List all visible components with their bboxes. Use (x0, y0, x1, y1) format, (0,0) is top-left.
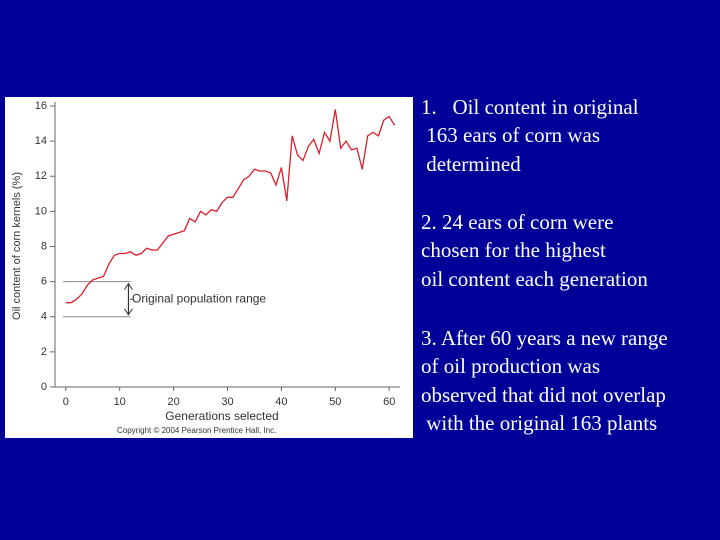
range-arrowheads (124, 282, 133, 316)
annotation-text: Original population range (132, 291, 266, 305)
chart-panel (5, 97, 413, 438)
x-tick-label: 60 (383, 396, 395, 408)
slide-text: determined (421, 152, 521, 176)
x-axis-label: Generations selected (165, 409, 278, 423)
y-tick-label: 8 (41, 240, 47, 252)
y-tick-label: 6 (41, 276, 47, 288)
slide-text: 163 ears of corn was (421, 123, 600, 147)
slide-text: chosen for the highest (421, 238, 606, 262)
x-tick-label: 0 (63, 396, 69, 408)
y-tick-label: 10 (35, 205, 47, 217)
x-tick-label: 20 (167, 396, 179, 408)
y-axis-label: Oil content of corn kernels (%) (11, 172, 23, 320)
slide-text: oil content each generation (421, 267, 648, 291)
x-tick-label: 30 (221, 396, 233, 408)
y-tick-label: 14 (35, 135, 47, 147)
slide-text: 2. 24 ears of corn were (421, 210, 613, 234)
slide-text: of oil production was (421, 354, 600, 378)
data-line (65, 109, 396, 304)
slide-text: with the original 163 plants (421, 411, 657, 435)
y-tick-label: 12 (35, 170, 47, 182)
x-tick-label: 10 (114, 396, 126, 408)
y-tick-label: 2 (41, 346, 47, 358)
x-tick-label: 40 (275, 396, 287, 408)
y-tick-label: 0 (41, 381, 47, 393)
credit: Copyright © 2004 Pearson Prentice Hall, … (117, 426, 276, 435)
y-tick-label: 16 (35, 100, 47, 112)
slide-text: 1. Oil content in original (421, 95, 639, 119)
slide-text: observed that did not overlap (421, 383, 666, 407)
slide-text: 3. After 60 years a new range (421, 326, 668, 350)
y-tick-label: 4 (41, 311, 47, 323)
x-tick-label: 50 (329, 396, 341, 408)
